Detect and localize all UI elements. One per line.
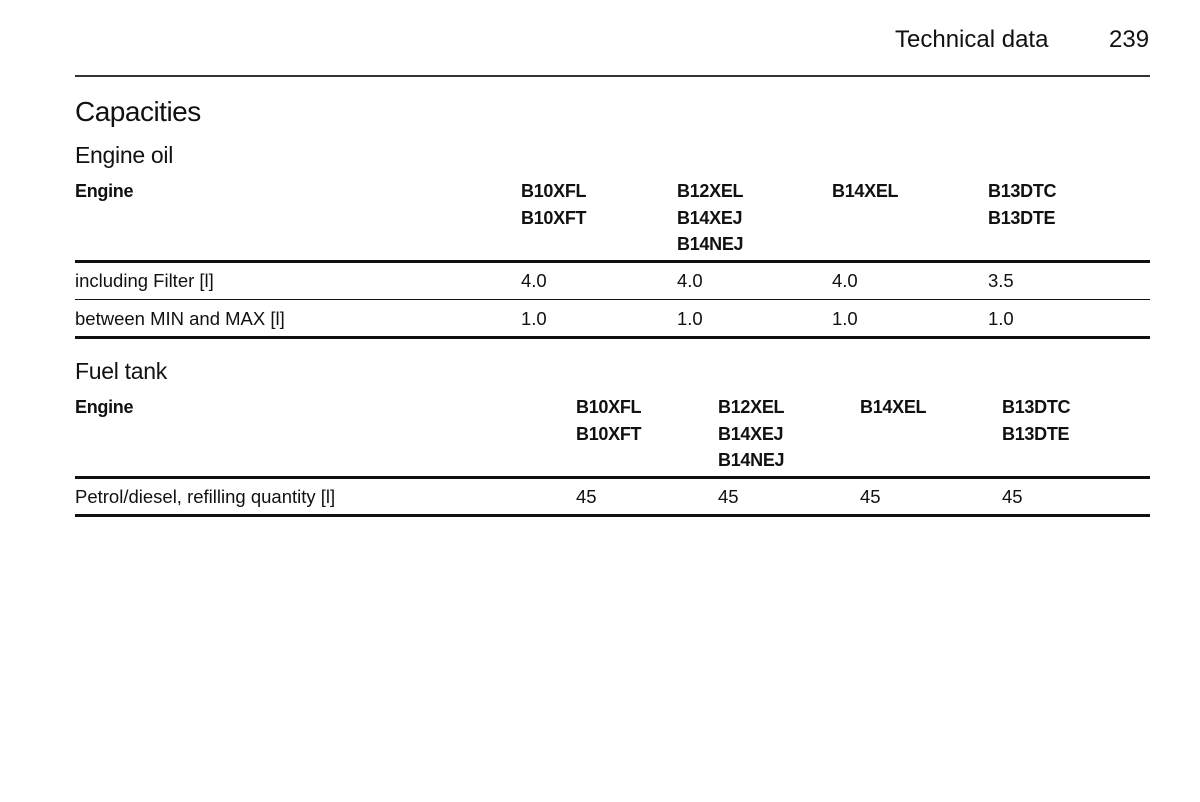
table-cell: 45 [718, 486, 739, 507]
table-rule [75, 475, 1150, 479]
table-cell: 1.0 [988, 308, 1014, 329]
table-cell: 4.0 [832, 270, 858, 291]
table-cell: 3.5 [988, 270, 1014, 291]
column-header: B10XFL [521, 181, 587, 201]
header-rule [75, 75, 1150, 77]
column-header: B10XFT [576, 423, 642, 444]
table-cell: 4.0 [521, 270, 547, 291]
table-title: Fuel tank [75, 358, 167, 384]
table-cell: 45 [576, 486, 597, 507]
table-cell: Petrol/diesel, refilling quantity [l] [75, 486, 336, 507]
column-header: B14NEJ [677, 234, 744, 254]
page-number: 239 [1109, 26, 1150, 53]
table-title: Engine oil [75, 142, 174, 168]
page-title: Capacities [75, 96, 201, 127]
column-header: B14NEJ [718, 450, 785, 470]
column-header: B12XEL [677, 181, 744, 201]
table-rule [75, 335, 1150, 339]
table-cell: 1.0 [677, 308, 703, 329]
column-header: B14XEJ [677, 207, 743, 228]
column-header: B13DTE [988, 207, 1056, 228]
table-rule [75, 298, 1150, 300]
table-cell: including Filter [l] [75, 270, 214, 291]
column-header: B13DTC [1002, 397, 1071, 417]
table-cell: 4.0 [677, 270, 703, 291]
column-header: Engine [75, 397, 134, 417]
column-header: B14XEJ [718, 423, 784, 444]
column-header: B13DTE [1002, 423, 1070, 444]
column-header: Engine [75, 181, 134, 201]
column-header: B10XFL [576, 397, 642, 417]
table-rule [75, 513, 1150, 517]
table-cell: 1.0 [521, 308, 547, 329]
table-cell: 45 [860, 486, 881, 507]
column-header: B12XEL [718, 397, 785, 417]
section-title: Technical data [895, 26, 1049, 53]
column-header: B10XFT [521, 207, 587, 228]
table-cell: between MIN and MAX [l] [75, 308, 285, 329]
table-cell: 1.0 [832, 308, 858, 329]
table-cell: 45 [1002, 486, 1023, 507]
column-header: B14XEL [832, 181, 899, 201]
column-header: B14XEL [860, 397, 927, 417]
column-header: B13DTC [988, 181, 1057, 201]
table-rule [75, 259, 1150, 263]
